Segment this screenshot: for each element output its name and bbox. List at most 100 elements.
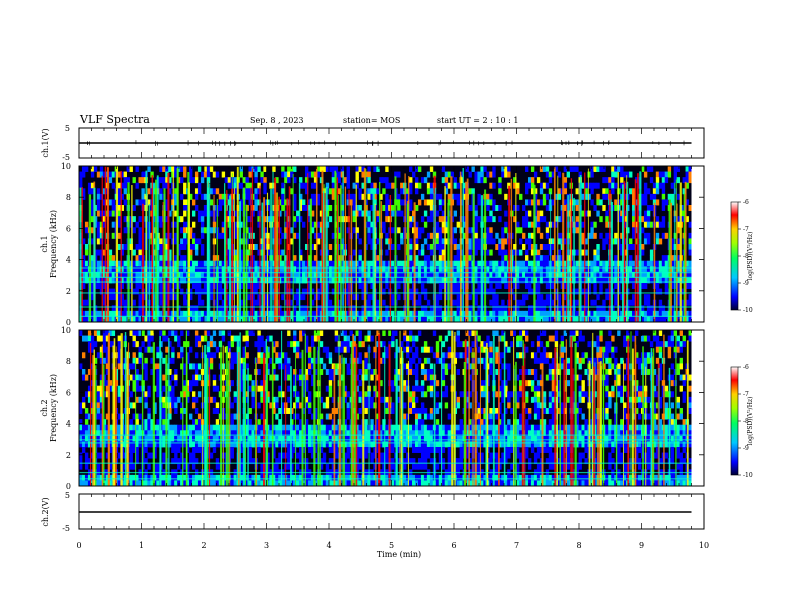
spectrogram-cell <box>530 188 535 195</box>
spectrogram-cell <box>420 363 425 370</box>
spectrogram-cell <box>658 260 663 267</box>
spectrogram-cell <box>200 210 205 217</box>
spectrogram-cell <box>409 238 413 245</box>
sferic-line <box>433 175 436 322</box>
spectrogram-cell <box>144 402 148 409</box>
spectrogram-cell <box>278 408 282 414</box>
spectrogram-cell <box>79 408 83 414</box>
spectrogram-cell <box>334 166 339 172</box>
spectrogram-cell <box>81 238 86 245</box>
spectrogram-cell <box>599 346 603 353</box>
spectrogram-cell <box>337 227 342 234</box>
spectrogram-cell <box>373 352 377 359</box>
spectrogram-cell <box>287 171 291 178</box>
spectrogram-cell <box>191 244 196 250</box>
spectrogram-cell <box>215 385 220 392</box>
spectrogram-cell <box>519 271 523 278</box>
spectrogram-cell <box>596 346 600 353</box>
spectrogram-cell <box>536 408 541 414</box>
spectrogram-cell <box>522 266 526 273</box>
spectrogram-cell <box>287 363 291 370</box>
spectrogram-cell <box>99 357 104 364</box>
spectrogram-cell <box>310 357 315 364</box>
spectrogram-cell <box>102 271 107 278</box>
spectrogram-cell <box>361 283 365 289</box>
spectrogram-cell <box>605 232 609 239</box>
spectrogram-cell <box>489 310 493 317</box>
spectrogram-cell <box>423 221 428 228</box>
spectrogram-cell <box>664 288 669 295</box>
spectrogram-cell <box>203 166 208 172</box>
spectrogram-cell <box>81 374 86 381</box>
spectrogram-cell <box>81 299 86 306</box>
spectrogram-cell <box>293 216 297 223</box>
spectrogram-cell <box>281 193 285 200</box>
spectrogram-cell <box>614 205 618 211</box>
spectrogram-cell <box>599 352 603 359</box>
spectrogram-cell <box>498 369 502 375</box>
spectrogram-cell <box>605 369 609 375</box>
spectrogram-cell <box>516 335 520 342</box>
spectrogram-cell <box>248 249 252 256</box>
spectrogram-cell <box>602 244 606 250</box>
spectrogram-cell <box>501 363 505 370</box>
spectrogram-cell <box>504 341 508 348</box>
spectrogram-cell <box>254 341 258 348</box>
spectrogram-cell <box>519 330 523 336</box>
spectrogram-cell <box>444 402 449 409</box>
spectrogram-cell <box>138 260 142 267</box>
spectrogram-cell <box>379 396 383 403</box>
spectrogram-cell <box>153 408 157 414</box>
spectrogram-cell <box>239 363 243 370</box>
sferic-line <box>363 167 366 322</box>
spectrogram-cell <box>495 283 499 289</box>
spectrogram-cell <box>90 346 95 353</box>
spectrogram-cell <box>135 266 139 273</box>
spectrogram-cell <box>328 205 333 211</box>
spectrogram-cell <box>614 271 618 278</box>
spectrogram-cell <box>233 255 237 262</box>
spectrogram-cell <box>105 335 110 342</box>
spectrogram-cell <box>257 216 261 223</box>
spectrogram-cell <box>177 396 181 403</box>
spectrogram-cell <box>409 369 413 375</box>
spectrogram-cell <box>209 188 214 195</box>
sferic-line <box>609 189 611 322</box>
spectrogram-cell <box>557 391 562 398</box>
spectrogram-cell <box>284 310 288 317</box>
spectrogram-cell <box>343 396 347 403</box>
spectrogram-cell <box>400 260 404 267</box>
spectrogram-cell <box>358 193 362 200</box>
spectrogram-cell <box>96 396 101 403</box>
spectrogram-cell <box>96 266 101 273</box>
spectrogram-cell <box>147 346 151 353</box>
sferic-line <box>394 176 397 322</box>
spectrogram-cell <box>640 199 645 206</box>
spectrogram-cell <box>218 277 223 284</box>
spectrogram-cell <box>373 199 377 206</box>
spectrogram-cell <box>370 266 374 273</box>
sferic-line <box>156 175 159 322</box>
spectrogram-cell <box>117 171 122 178</box>
spectrogram-cell <box>667 166 672 172</box>
spectrogram-cell <box>548 352 553 359</box>
spectrogram-cell <box>504 391 508 398</box>
spectrogram-cell <box>581 396 585 403</box>
spectrogram-cell <box>495 294 499 301</box>
spectrogram-cell <box>629 244 633 250</box>
spectrogram-cell <box>248 232 252 239</box>
spectrogram-cell <box>596 271 600 278</box>
spectrogram-cell <box>108 255 113 262</box>
spectrogram-cell <box>655 221 660 228</box>
spectrogram-cell <box>304 288 309 295</box>
spectrogram-cell <box>189 193 193 200</box>
sferic-line <box>566 203 568 322</box>
spectrogram-cell <box>539 363 544 370</box>
spectrogram-cell <box>423 310 428 317</box>
spectrogram-cell <box>266 335 270 342</box>
spectrogram-cell <box>209 352 214 359</box>
spectrogram-cell <box>632 199 636 206</box>
spectrogram-cell <box>551 277 556 284</box>
spectrogram-cell <box>605 402 609 409</box>
spectrogram-cell <box>670 238 675 245</box>
